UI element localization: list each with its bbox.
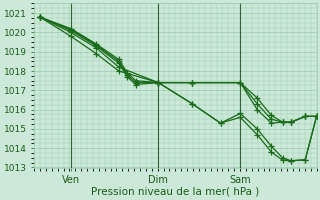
X-axis label: Pression niveau de la mer( hPa ): Pression niveau de la mer( hPa )	[91, 187, 260, 197]
